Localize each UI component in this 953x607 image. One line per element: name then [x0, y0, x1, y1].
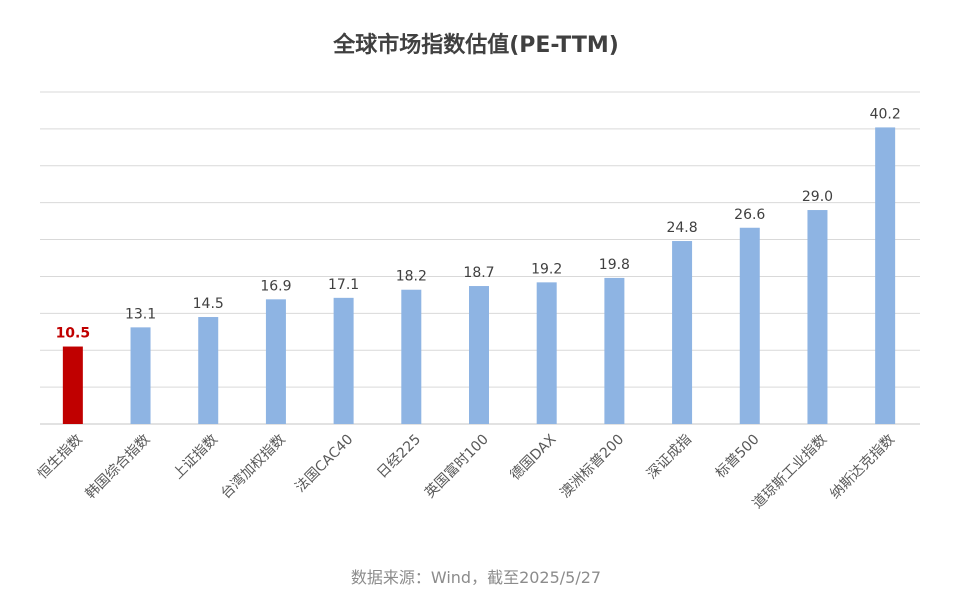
bar [401, 289, 422, 424]
data-label: 26.6 [734, 207, 765, 223]
data-label: 19.2 [531, 261, 562, 277]
x-tick-label: 上证指数 [170, 432, 221, 483]
data-label: 13.1 [125, 306, 156, 322]
source-note: 数据来源：Wind，截至2025/5/27 [351, 568, 601, 587]
x-tick-label: 标普500 [713, 432, 763, 482]
data-label: 18.7 [463, 265, 494, 281]
bar [333, 297, 354, 424]
x-tick-label: 台湾加权指数 [217, 431, 288, 502]
x-tick-label: 深证成指 [644, 432, 695, 483]
data-label: 19.8 [599, 257, 630, 273]
data-label: 16.9 [260, 278, 291, 294]
x-tick-label: 澳洲标普200 [557, 432, 627, 502]
data-label: 17.1 [328, 277, 359, 293]
bar [739, 227, 760, 424]
bar [130, 327, 151, 424]
bar [875, 127, 896, 424]
x-tick-label: 英国富时100 [421, 431, 492, 502]
bar [198, 317, 219, 424]
bar [265, 299, 286, 424]
chart-title: 全球市场指数估值(PE-TTM) [332, 32, 619, 58]
data-label: 14.5 [193, 296, 224, 312]
x-tick-label: 恒生指数 [35, 432, 86, 483]
x-tick-label: 日经225 [374, 432, 424, 482]
bar [62, 346, 83, 424]
data-label: 29.0 [802, 189, 833, 205]
data-label: 10.5 [56, 326, 91, 342]
data-label: 24.8 [666, 220, 697, 236]
x-tick-label: 法国CAC40 [292, 432, 356, 496]
x-tick-label: 德国DAX [507, 431, 559, 483]
data-label: 40.2 [870, 106, 901, 122]
bar [536, 282, 557, 424]
bar [469, 286, 489, 424]
data-label: 18.2 [396, 269, 427, 285]
x-tick-label: 纳斯达克指数 [827, 432, 898, 503]
bar [807, 210, 828, 424]
x-tick-label: 韩国综合指数 [83, 432, 154, 503]
bar [604, 277, 625, 424]
bar [672, 241, 693, 424]
